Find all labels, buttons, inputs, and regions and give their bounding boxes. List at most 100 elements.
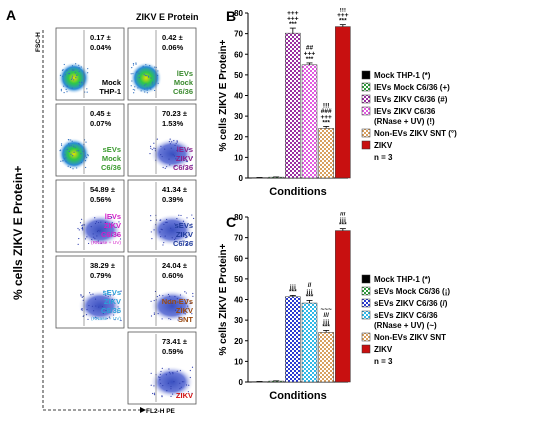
event-dot — [173, 155, 176, 157]
event-dot — [90, 225, 92, 228]
event-dot — [164, 235, 166, 237]
legend-label: lEVs ZIKV C6/36 — [374, 107, 436, 116]
cell-cloud — [78, 214, 122, 246]
event-dot — [71, 77, 73, 79]
y-tick-label: 80 — [234, 9, 243, 18]
event-dot — [134, 89, 136, 91]
y-tick-label: 60 — [234, 254, 243, 263]
bar — [285, 296, 301, 383]
event-dot — [160, 145, 162, 147]
event-dot — [111, 235, 113, 237]
event-dot — [94, 217, 96, 219]
event-dot — [71, 87, 73, 89]
event-dot — [94, 238, 96, 240]
event-dot — [149, 64, 151, 67]
event-dot — [174, 300, 177, 302]
significance-mark: !!! — [323, 103, 330, 110]
event-dot — [182, 240, 184, 242]
event-dot — [153, 385, 155, 387]
event-dot — [178, 214, 180, 216]
event-dot — [170, 302, 173, 304]
event-dot — [185, 292, 187, 294]
event-dot — [117, 235, 119, 237]
bar — [318, 128, 334, 179]
event-dot — [171, 237, 173, 239]
event-dot — [132, 88, 134, 91]
event-dot — [60, 143, 63, 145]
event-dot — [172, 373, 174, 375]
event-dot — [165, 374, 167, 376]
event-dot — [117, 312, 119, 314]
event-dot — [179, 369, 181, 372]
event-dot — [80, 295, 82, 297]
event-dot — [162, 295, 164, 297]
legend-label: lEVs ZIKV C6/36 (#) — [374, 95, 448, 104]
event-dot — [163, 223, 165, 226]
cell-cloud — [58, 62, 90, 94]
event-dot — [161, 318, 163, 320]
significance-mark: *** — [322, 119, 330, 126]
event-dot — [160, 219, 162, 221]
event-dot — [67, 165, 69, 167]
cell-cloud — [150, 290, 194, 322]
event-dot — [75, 63, 77, 65]
event-dot — [150, 315, 153, 317]
event-dot — [177, 394, 179, 396]
event-dot — [166, 218, 168, 221]
event-dot — [68, 73, 70, 75]
event-dot — [171, 393, 174, 395]
sample-label: lEVs — [105, 212, 121, 221]
event-dot — [150, 147, 152, 149]
event-dot — [174, 309, 177, 311]
event-dot — [66, 148, 68, 151]
event-dot — [59, 150, 61, 152]
significance-mark: +++ — [304, 50, 316, 57]
event-dot — [157, 313, 159, 315]
sample-label: C6/36 — [101, 163, 121, 172]
sample-label: ZIKV — [176, 391, 193, 400]
event-dot — [93, 310, 95, 312]
event-dot — [183, 312, 185, 314]
event-dot — [185, 384, 188, 386]
event-dot — [66, 85, 68, 87]
event-dot — [80, 66, 82, 68]
event-dot — [72, 168, 74, 170]
event-dot — [146, 87, 148, 89]
event-dot — [191, 223, 193, 225]
event-dot — [112, 314, 115, 316]
y-tick-label: 80 — [234, 213, 243, 222]
legend-swatch — [361, 310, 371, 320]
event-dot — [134, 86, 136, 88]
event-dot — [184, 302, 186, 305]
event-dot — [65, 160, 67, 162]
event-dot — [185, 243, 188, 246]
event-dot — [171, 141, 173, 143]
event-dot — [159, 382, 162, 384]
event-dot — [176, 149, 178, 152]
x-axis-label: Conditions — [269, 186, 326, 198]
event-dot — [165, 221, 167, 224]
chart-b: 0 10 20 30 40 50 60 70 80 % cells ZIKV E Protein+… — [218, 8, 457, 198]
sample-label: ZIKV — [104, 297, 121, 306]
event-dot — [180, 306, 182, 308]
event-dot — [176, 370, 178, 372]
event-dot — [177, 149, 179, 151]
event-dot — [135, 71, 138, 73]
legend-label: Non-EVs ZIKV SNT (°) — [374, 129, 457, 138]
event-dot — [185, 236, 187, 239]
event-dot — [138, 77, 140, 79]
event-dot — [154, 89, 156, 92]
event-dot — [172, 154, 174, 156]
event-dot — [146, 89, 148, 91]
event-dot — [70, 153, 72, 155]
event-dot — [175, 237, 177, 239]
legend-label: sEVs Mock C6/36 (¡) — [374, 287, 450, 296]
event-dot — [178, 316, 180, 318]
event-dot — [148, 76, 150, 78]
event-dot — [77, 227, 79, 230]
event-dot — [87, 155, 89, 157]
event-dot — [188, 234, 190, 236]
event-dot — [165, 302, 167, 304]
significance-mark: ¡¡¡ — [290, 283, 297, 290]
